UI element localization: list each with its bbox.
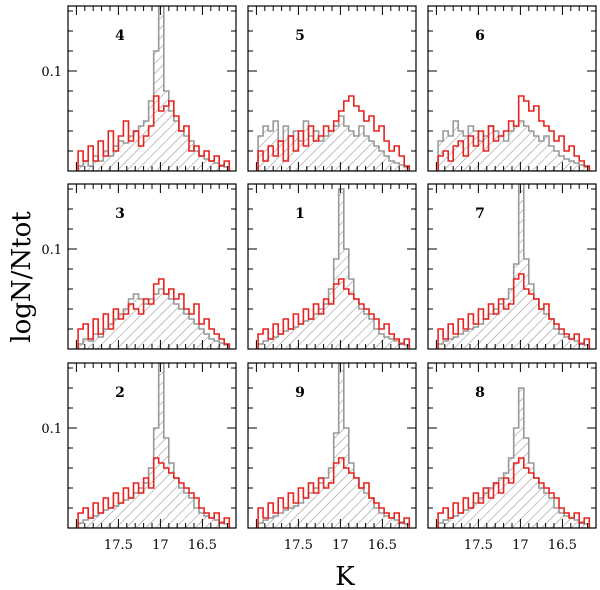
- panel-histograms: [77, 363, 231, 528]
- panel-histograms: [437, 95, 591, 171]
- panel-histograms: [77, 6, 231, 171]
- grey-histogram-series: [77, 363, 231, 528]
- x-tick-label: 17.5: [464, 538, 493, 553]
- x-tick-label: 16.5: [368, 538, 397, 553]
- x-tick-label: 16.5: [188, 538, 217, 553]
- panel-3: 30.1: [41, 183, 237, 350]
- panel-6: 6: [427, 5, 597, 172]
- y-tick-label: 0.1: [41, 65, 62, 80]
- grey-histogram-series: [257, 363, 411, 528]
- red-histogram-series: [77, 95, 231, 171]
- panel-5: 5: [247, 5, 417, 172]
- panel-histograms: [437, 387, 591, 528]
- panel-number-label: 7: [475, 206, 485, 222]
- red-histogram-series: [437, 457, 591, 528]
- panel-number-label: 9: [295, 385, 305, 401]
- x-axis-title: K: [335, 562, 355, 590]
- panel-number-label: 1: [295, 206, 305, 222]
- panel-number-label: 8: [475, 385, 485, 401]
- grey-histogram-series: [257, 188, 411, 349]
- y-tick-label: 0.1: [41, 422, 62, 437]
- panel-histograms: [257, 95, 411, 171]
- x-tick-label: 17.5: [104, 538, 133, 553]
- panel-8: 8 17.5 17 16.5: [427, 362, 597, 553]
- x-tick-label: 17: [152, 538, 169, 553]
- x-tick-label: 17: [332, 538, 349, 553]
- panel-7: 7: [427, 183, 597, 350]
- panel-9: 9 17.5 17 16.5: [247, 362, 417, 553]
- red-histogram-series: [257, 457, 411, 528]
- panel-histograms: [437, 184, 591, 349]
- y-axis-title: logN/Ntot: [7, 211, 37, 343]
- grey-histogram-series: [437, 120, 591, 171]
- grey-histogram-series: [437, 387, 591, 528]
- x-tick-label: 17: [512, 538, 529, 553]
- panel-number-label: 5: [295, 28, 305, 44]
- panel-2: 2 0.1 17.5 17 16.5: [41, 362, 237, 553]
- panel-histograms: [257, 188, 411, 349]
- red-histogram-series: [437, 273, 591, 349]
- red-histogram-series: [257, 278, 411, 349]
- y-tick-label: 0.1: [41, 243, 62, 258]
- grey-histogram-series: [437, 184, 591, 349]
- x-tick-label: 16.5: [548, 538, 577, 553]
- x-tick-label: 17.5: [284, 538, 313, 553]
- panel-number-label: 6: [475, 28, 485, 44]
- red-histogram-series: [77, 278, 231, 349]
- panel-1: 1: [247, 183, 417, 350]
- grey-histogram-series: [77, 6, 231, 171]
- panel-histograms: [77, 278, 231, 349]
- red-histogram-series: [77, 457, 231, 528]
- panel-number-label: 4: [115, 28, 125, 44]
- panel-4: 40.1: [41, 5, 237, 172]
- panel-number-label: 2: [115, 385, 125, 401]
- red-histogram-series: [257, 95, 411, 171]
- red-histogram-series: [437, 95, 591, 171]
- panel-histograms: [257, 363, 411, 528]
- panel-number-label: 3: [115, 206, 125, 222]
